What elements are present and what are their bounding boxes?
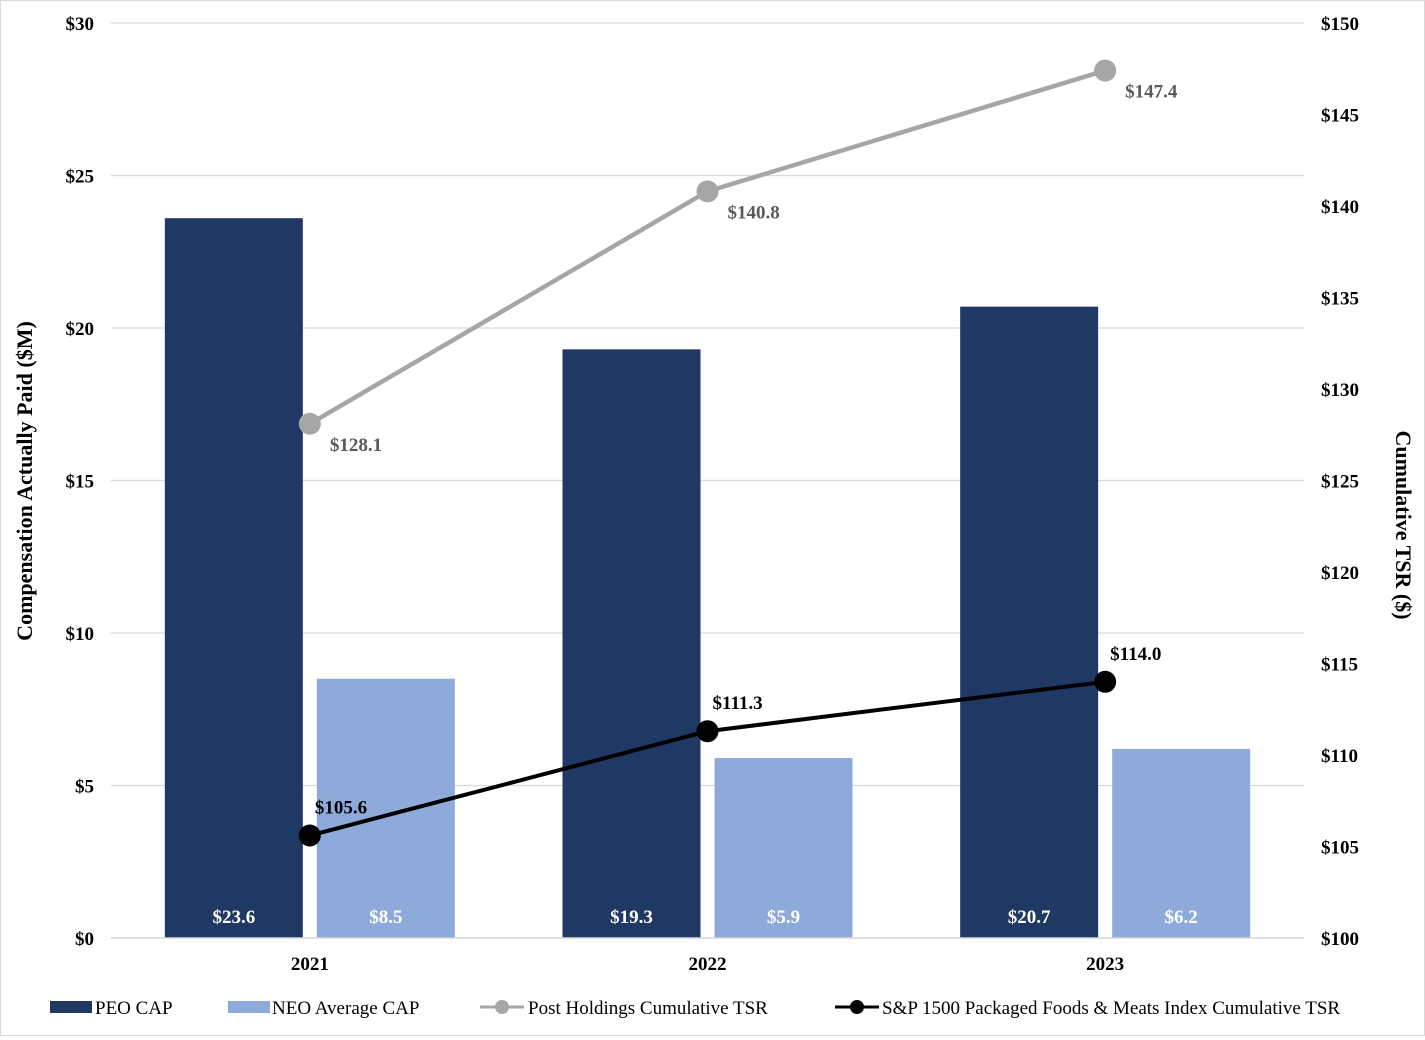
right-axis-title: Cumulative TSR ($) xyxy=(1391,430,1416,619)
right-tick-label: $145 xyxy=(1321,106,1359,127)
right-tick-label: $115 xyxy=(1321,655,1358,676)
legend-marker-post-tsr xyxy=(495,1000,509,1014)
bar xyxy=(714,758,853,938)
right-tick-label: $110 xyxy=(1321,746,1358,767)
legend-label-sp1500-tsr: S&P 1500 Packaged Foods & Meats Index Cu… xyxy=(882,998,1340,1019)
right-tick-label: $120 xyxy=(1321,563,1359,584)
x-tick-label: 2023 xyxy=(1086,954,1124,975)
point-value-label: $140.8 xyxy=(728,202,780,223)
left-tick-label: $20 xyxy=(66,319,95,340)
left-tick-label: $15 xyxy=(66,472,95,493)
legend-label-peo-cap: PEO CAP xyxy=(95,998,173,1019)
data-point xyxy=(298,824,321,847)
x-tick-label: 2022 xyxy=(689,954,727,975)
right-tick-label: $135 xyxy=(1321,289,1359,310)
bar-value-label: $6.2 xyxy=(1165,907,1198,928)
bar-value-label: $20.7 xyxy=(1008,907,1051,928)
bar xyxy=(562,349,701,939)
data-point xyxy=(1094,59,1117,82)
bar-value-label: $8.5 xyxy=(369,907,402,928)
bar-value-label: $19.3 xyxy=(610,907,653,928)
legend-swatch-neo-cap xyxy=(228,1001,270,1013)
legend-label-post-tsr: Post Holdings Cumulative TSR xyxy=(528,998,768,1019)
point-value-label: $114.0 xyxy=(1110,644,1161,665)
bar-value-label: $23.6 xyxy=(212,907,255,928)
legend-item-neo-cap: NEO Average CAP xyxy=(228,998,419,1019)
bars: $23.6 $19.3 $20.7 $8.5 $5.9 $6.2 xyxy=(164,218,1251,939)
data-point xyxy=(1094,670,1117,693)
bar xyxy=(316,678,455,938)
legend-label-neo-cap: NEO Average CAP xyxy=(272,998,419,1019)
left-axis-title: Compensation Actually Paid ($M) xyxy=(12,321,37,641)
point-value-label: $105.6 xyxy=(315,798,367,819)
legend: PEO CAP NEO Average CAP Post Holdings Cu… xyxy=(50,998,1340,1019)
point-value-label: $147.4 xyxy=(1125,82,1178,103)
left-tick-label: $0 xyxy=(75,929,94,950)
bar xyxy=(960,306,1099,938)
legend-marker-sp1500-tsr xyxy=(850,1000,864,1014)
legend-item-post-tsr: Post Holdings Cumulative TSR xyxy=(480,998,768,1019)
left-tick-label: $5 xyxy=(75,777,94,798)
legend-swatch-peo-cap xyxy=(50,1001,92,1013)
right-tick-label: $125 xyxy=(1321,472,1359,493)
bar-value-label: $5.9 xyxy=(767,907,800,928)
lines: $128.1 $140.8 $147.4 $105.6 $111.3 $114.0 xyxy=(298,59,1178,847)
x-tick-label: 2021 xyxy=(291,954,329,975)
point-value-label: $111.3 xyxy=(713,693,763,714)
right-tick-label: $130 xyxy=(1321,380,1359,401)
bar xyxy=(164,218,303,938)
right-tick-label: $105 xyxy=(1321,838,1359,859)
data-point xyxy=(696,180,719,203)
left-tick-label: $30 xyxy=(66,14,95,35)
data-point xyxy=(298,412,321,435)
point-value-label: $128.1 xyxy=(330,435,382,456)
legend-item-sp1500-tsr: S&P 1500 Packaged Foods & Meats Index Cu… xyxy=(835,998,1340,1019)
left-tick-label: $25 xyxy=(66,167,95,188)
right-tick-label: $140 xyxy=(1321,197,1359,218)
data-point xyxy=(696,720,719,743)
axes: $0 $5 $10 $15 $20 $25 $30 $100 $105 $110 $115 $120 $… xyxy=(66,14,1360,975)
left-tick-label: $10 xyxy=(66,624,95,645)
right-tick-label: $100 xyxy=(1321,929,1359,950)
legend-item-peo-cap: PEO CAP xyxy=(50,998,173,1019)
gridlines xyxy=(111,22,1304,939)
right-tick-label: $150 xyxy=(1321,14,1359,35)
bar xyxy=(1112,748,1251,938)
